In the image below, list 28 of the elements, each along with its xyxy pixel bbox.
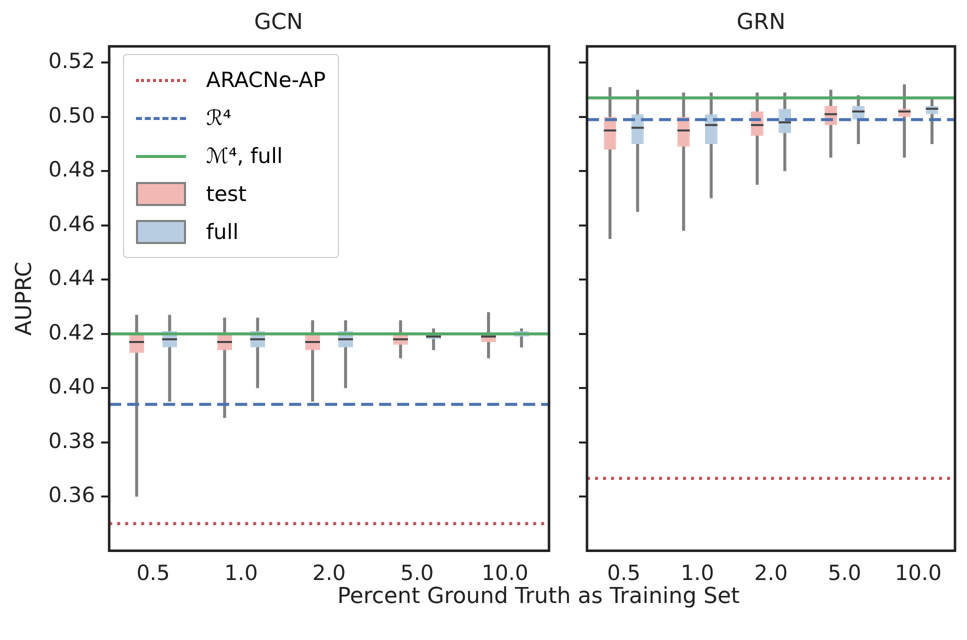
x-tick-label: 1.0 bbox=[680, 560, 714, 585]
x-tick-label: 0.5 bbox=[136, 560, 170, 585]
legend-label: full bbox=[206, 220, 239, 244]
y-tick-label: 0.38 bbox=[48, 428, 96, 453]
chart-title: GCN bbox=[254, 10, 303, 35]
x-tick-label: 5.0 bbox=[400, 560, 434, 585]
x-tick-label: 5.0 bbox=[828, 560, 862, 585]
x-tick-label: 0.5 bbox=[607, 560, 641, 585]
y-tick-label: 0.42 bbox=[48, 320, 96, 344]
y-axis-title: AUPRC bbox=[12, 262, 37, 336]
y-tick-label: 0.44 bbox=[48, 266, 96, 290]
y-tick-label: 0.36 bbox=[48, 483, 96, 508]
legend-label: test bbox=[206, 182, 246, 206]
y-tick-label: 0.50 bbox=[48, 103, 96, 128]
x-axis-title: Percent Ground Truth as Training Set bbox=[336, 584, 741, 609]
x-tick-label: 2.0 bbox=[312, 560, 346, 585]
legend-label: ℛ⁴ bbox=[206, 106, 232, 130]
x-tick-label: 2.0 bbox=[754, 560, 788, 585]
legend-label: ARACNe-AP bbox=[206, 68, 326, 92]
y-tick-label: 0.40 bbox=[48, 374, 96, 399]
y-tick-label: 0.48 bbox=[48, 158, 96, 182]
x-tick-label: 1.0 bbox=[224, 560, 258, 585]
chart-title: GRN bbox=[736, 10, 786, 35]
x-tick-label: 10.0 bbox=[482, 560, 528, 585]
y-tick-label: 0.52 bbox=[48, 49, 96, 74]
legend-label: ℳ⁴, full bbox=[206, 144, 283, 168]
y-tick-label: 0.46 bbox=[48, 212, 96, 236]
x-tick-label: 10.0 bbox=[894, 560, 942, 585]
